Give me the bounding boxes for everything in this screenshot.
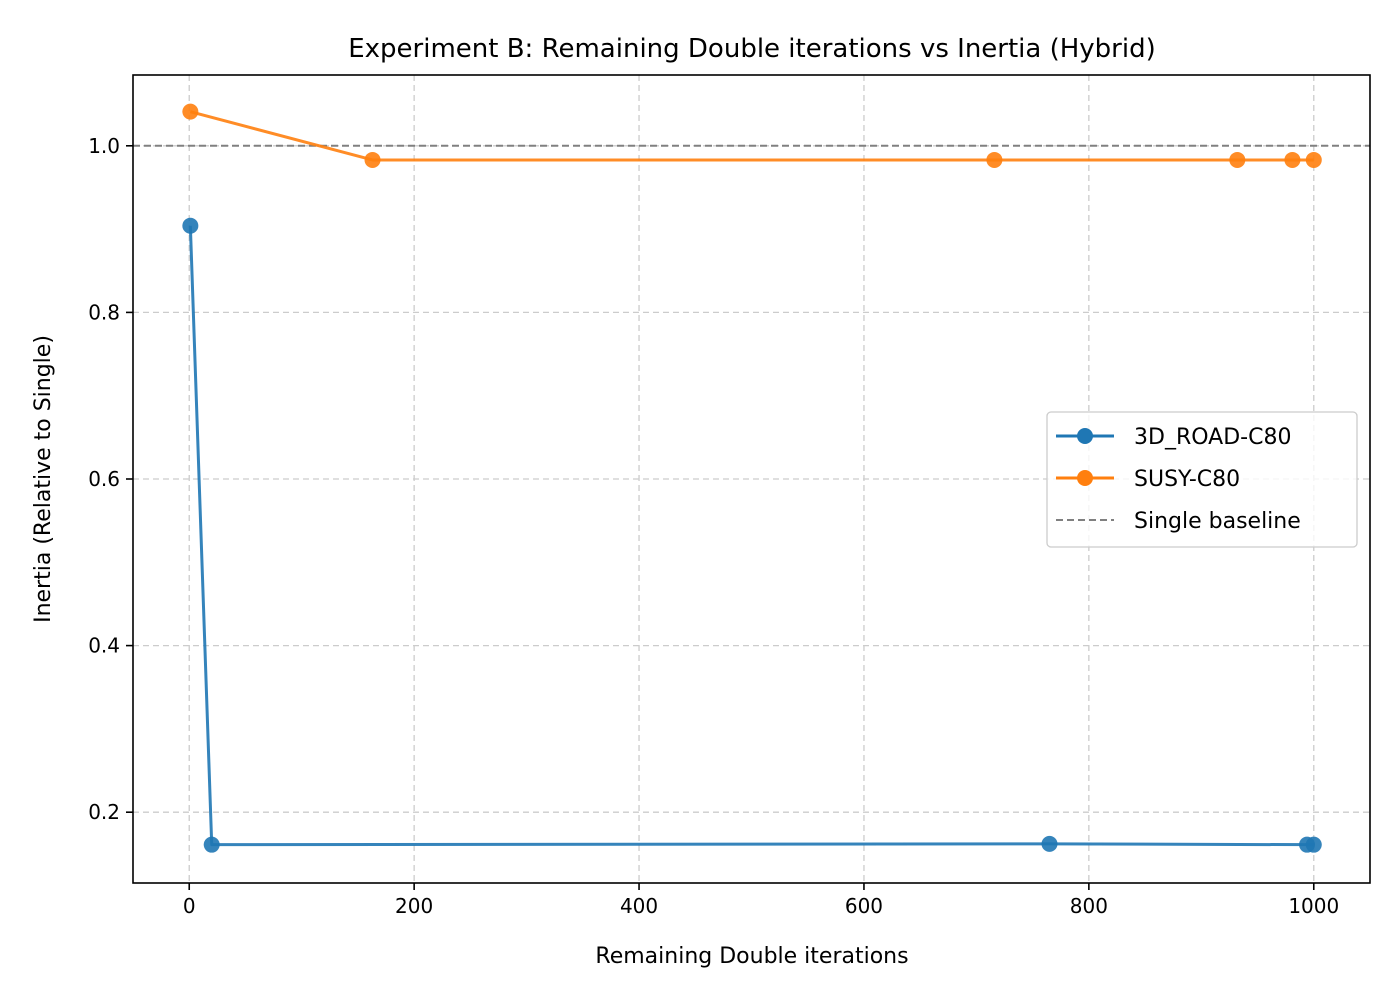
legend-label-3d-road: 3D_ROAD-C80 [1134,425,1291,450]
data-point [182,103,199,120]
y-tick-label: 0.8 [88,300,120,324]
data-point [1229,151,1246,168]
data-point [1041,835,1058,852]
chart-title: Experiment B: Remaining Double iteration… [348,34,1156,64]
y-tick-label: 0.2 [88,800,120,824]
legend-marker-3d-road [1077,428,1093,444]
x-axis-label: Remaining Double iterations [595,944,908,969]
x-axis: 0 200 400 600 800 1000 [183,883,1339,918]
legend: 3D_ROAD-C80 SUSY-C80 Single baseline [1046,411,1358,548]
x-tick-label: 400 [620,894,658,918]
legend-box [1046,411,1358,548]
data-point [1305,836,1322,853]
data-point [182,217,199,234]
legend-label-baseline: Single baseline [1134,509,1301,534]
x-tick-label: 1000 [1288,894,1339,918]
data-point [986,151,1003,168]
legend-label-susy: SUSY-C80 [1134,467,1240,492]
data-point [364,151,381,168]
series-layer [182,103,1322,853]
series-0 [182,217,1322,853]
data-point [1305,151,1322,168]
y-axis: 0.2 0.4 0.6 0.8 1.0 [88,134,133,824]
series-1 [182,103,1322,168]
y-tick-label: 0.6 [88,467,120,491]
x-tick-label: 200 [395,894,433,918]
x-tick-label: 800 [1070,894,1108,918]
legend-marker-susy [1077,470,1093,486]
y-tick-label: 1.0 [88,134,120,158]
x-tick-label: 600 [845,894,883,918]
x-tick-label: 0 [183,894,196,918]
y-tick-label: 0.4 [88,634,120,658]
data-point [1284,151,1301,168]
data-point [203,836,220,853]
y-axis-label: Inertia (Relative to Single) [31,335,56,623]
